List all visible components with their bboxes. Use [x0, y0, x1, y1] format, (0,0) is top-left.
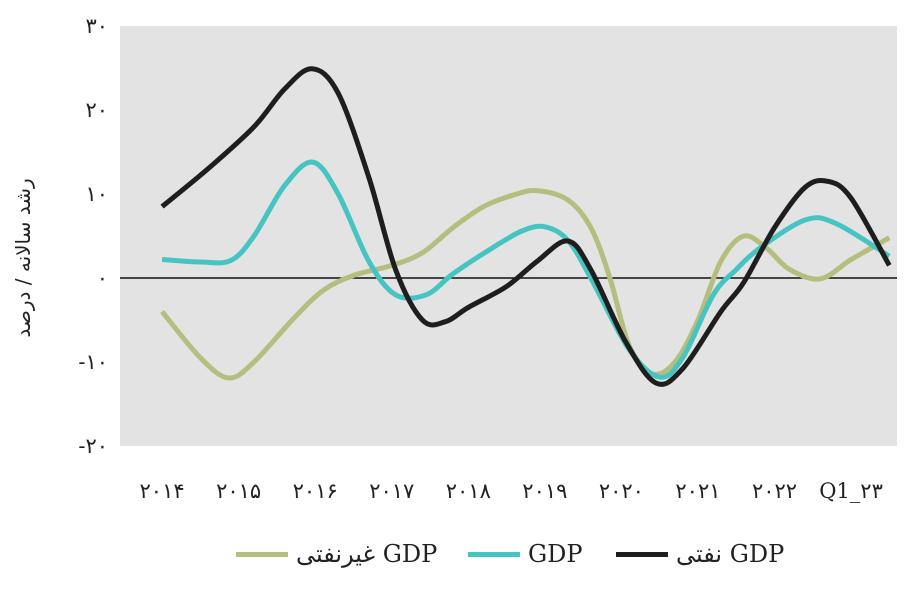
legend-item-oil-gdp: GDP نفتی: [616, 540, 792, 568]
x-tick-label: ۲۰۲۱: [675, 479, 720, 503]
x-tick-label: ۲۰۱۹: [522, 479, 567, 503]
y-tick-label: ۳۰: [85, 14, 108, 38]
legend-swatch-gdp: [468, 551, 520, 557]
x-tick-label: ۲۰۱۸: [446, 479, 491, 503]
legend: GDP غیرنفتی GDP GDP نفتی: [0, 540, 909, 580]
y-axis-label: رشد سالانه / درصد: [11, 178, 35, 337]
x-tick-label: ۲۰۲۰: [599, 479, 644, 503]
x-tick-label: ۲۰۱۷: [369, 479, 414, 503]
series-lines: [160, 66, 892, 387]
legend-label-oil-gdp: GDP نفتی: [676, 540, 785, 568]
x-tick-label: ۲۰۲۲: [752, 479, 797, 503]
x-tick-label: ۲۰۱۵: [216, 479, 261, 503]
legend-label-gdp: GDP: [528, 540, 583, 568]
legend-swatch-oil-gdp: [616, 551, 668, 557]
series-line-gdp: [161, 159, 891, 380]
legend-item-non-oil-gdp: GDP غیرنفتی: [236, 540, 445, 568]
x-tick-label: ۲۰۱۴: [140, 479, 185, 503]
legend-label-non-oil-gdp: GDP غیرنفتی: [296, 540, 438, 568]
y-tick-label: ۰: [97, 266, 108, 290]
y-tick-label: -۲۰: [78, 434, 108, 458]
legend-item-gdp: GDP: [468, 540, 591, 568]
series-line-non-oil-gdp: [160, 187, 891, 381]
y-tick-label: ۲۰: [85, 98, 108, 122]
x-axis-ticks: ۲۰۱۴ ۲۰۱۵ ۲۰۱۶ ۲۰۱۷ ۲۰۱۸ ۲۰۱۹ ۲۰۲۰ ۲۰۲۱ ۲۰۲۲ Q1_۲…: [140, 479, 883, 503]
y-axis-ticks: ۳۰ ۲۰ ۱۰ ۰ -۱۰ -۲۰: [78, 14, 108, 458]
x-tick-label: ۲۰۱۶: [293, 479, 338, 503]
y-tick-label: ۱۰: [85, 182, 108, 206]
x-tick-label: Q1_۲۳: [819, 479, 883, 503]
legend-swatch-non-oil-gdp: [236, 551, 288, 557]
series-line-oil-gdp: [160, 66, 892, 387]
y-tick-label: -۱۰: [78, 350, 108, 374]
